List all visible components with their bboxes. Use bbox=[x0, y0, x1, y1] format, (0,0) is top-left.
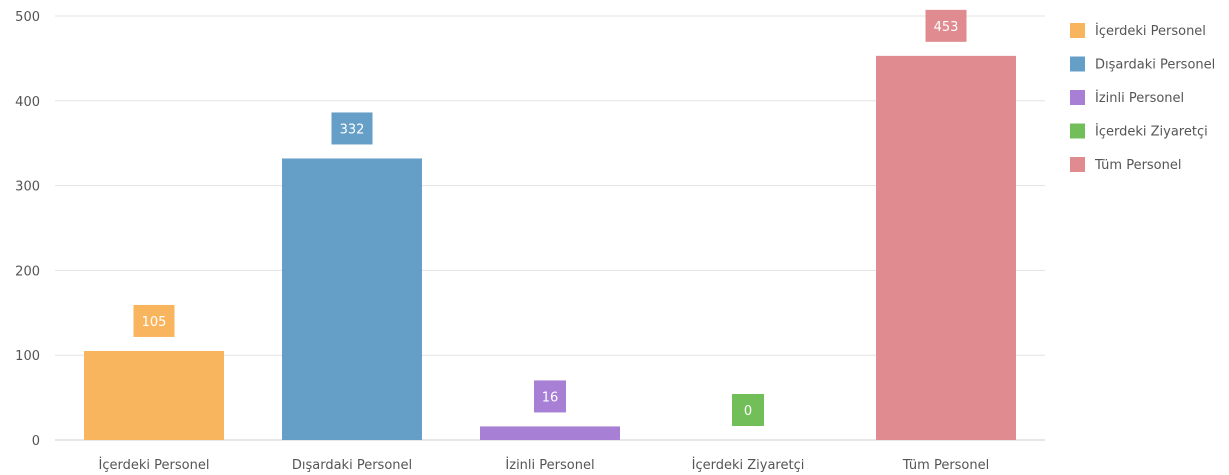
legend-swatch bbox=[1070, 56, 1085, 72]
x-category-label: Tüm Personel bbox=[902, 458, 990, 473]
data-label-box bbox=[534, 380, 566, 413]
data-label-box bbox=[331, 112, 373, 145]
legend-item[interactable]: İzinli Personel bbox=[1070, 90, 1184, 106]
legend-label: Tüm Personel bbox=[1094, 158, 1182, 173]
legend-label: Dışardaki Personel bbox=[1095, 58, 1215, 73]
legend-swatch bbox=[1070, 23, 1085, 38]
legend-swatch bbox=[1070, 123, 1085, 139]
legend: İçerdeki Personel Dışardaki Personel İzinl… bbox=[1070, 23, 1215, 173]
y-tick-label: 100 bbox=[15, 349, 40, 364]
legend-swatch bbox=[1070, 90, 1085, 105]
x-category-label: Dışardaki Personel bbox=[292, 458, 412, 473]
x-axis: İçerdeki Personel Dışardaki Personel İzinl… bbox=[99, 457, 990, 473]
data-labels: 105 332 16 0 453 bbox=[133, 9, 967, 426]
x-category-label: İzinli Personel bbox=[505, 457, 594, 473]
legend-label: İzinli Personel bbox=[1095, 90, 1184, 106]
data-label: 332 bbox=[331, 112, 373, 145]
legend-label: İçerdeki Personel bbox=[1095, 23, 1206, 39]
legend-label: İçerdeki Ziyaretçi bbox=[1095, 124, 1208, 140]
data-label-value: 105 bbox=[142, 315, 167, 330]
bars bbox=[84, 55, 1016, 441]
legend-swatch bbox=[1070, 157, 1085, 172]
data-label-value: 0 bbox=[744, 404, 752, 419]
legend-item[interactable]: Dışardaki Personel bbox=[1070, 56, 1215, 73]
data-label-box bbox=[133, 304, 175, 337]
data-label: 105 bbox=[133, 304, 175, 337]
bar[interactable] bbox=[480, 426, 620, 440]
y-tick-label: 400 bbox=[15, 95, 40, 110]
y-axis: 0 100 200 300 400 500 bbox=[15, 10, 40, 449]
legend-item[interactable]: Tüm Personel bbox=[1070, 157, 1182, 173]
bar[interactable] bbox=[876, 55, 1016, 441]
bar[interactable] bbox=[84, 350, 224, 440]
data-label: 0 bbox=[732, 394, 764, 426]
data-label-box bbox=[925, 9, 967, 42]
data-label: 16 bbox=[534, 380, 566, 413]
legend-item[interactable]: İçerdeki Ziyaretçi bbox=[1070, 123, 1208, 140]
y-tick-label: 0 bbox=[32, 434, 40, 449]
data-label: 453 bbox=[925, 9, 967, 42]
data-label-value: 16 bbox=[542, 390, 559, 405]
legend-item[interactable]: İçerdeki Personel bbox=[1070, 23, 1206, 39]
y-tick-label: 500 bbox=[15, 10, 40, 25]
x-category-label: İçerdeki Personel bbox=[99, 457, 210, 473]
bar[interactable] bbox=[282, 158, 422, 441]
data-label-box bbox=[732, 394, 764, 426]
y-tick-label: 300 bbox=[15, 180, 40, 195]
data-label-value: 332 bbox=[340, 122, 365, 137]
x-category-label: İçerdeki Ziyaretçi bbox=[692, 457, 805, 473]
y-tick-label: 200 bbox=[15, 264, 40, 279]
data-label-value: 453 bbox=[934, 20, 959, 35]
